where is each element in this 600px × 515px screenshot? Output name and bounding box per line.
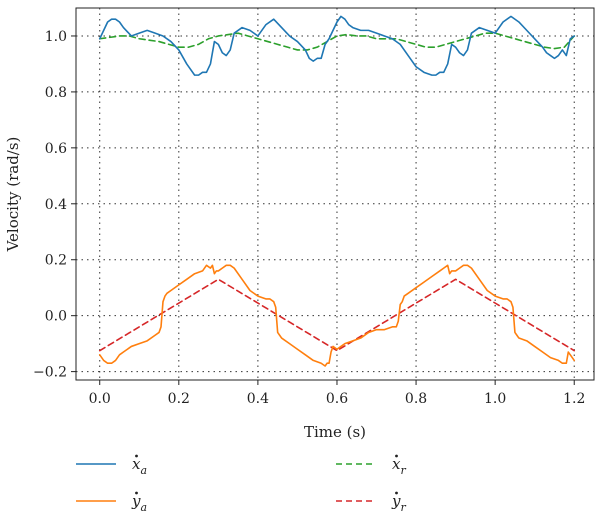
y-tick-label: 1.0	[45, 29, 67, 45]
legend-dot-accent	[135, 454, 138, 458]
series-line-yr	[98, 278, 576, 352]
legend-dot-accent	[395, 454, 398, 458]
legend-label-yr: yr	[391, 492, 406, 514]
axis-ticks: 0.0 0.2 0.4 0.6 0.8 1.0 1.2 −0.2 0.0 0.2 0.4 0.6 0.8…	[33, 29, 585, 407]
legend-subscript: a	[140, 501, 147, 514]
series-line-xa	[98, 15, 576, 76]
x-axis-title: Time (s)	[304, 423, 366, 441]
y-tick-label: 0.2	[45, 253, 67, 269]
legend-subscript: r	[400, 464, 406, 477]
series-line-ya	[98, 264, 576, 367]
plot-frame	[75, 7, 595, 381]
plot-series	[98, 15, 576, 367]
legend-subscript: a	[140, 464, 147, 477]
legend-dot-accent	[135, 491, 138, 495]
y-tick-label: 0.8	[45, 85, 67, 101]
y-tick-label: 0.4	[45, 197, 67, 213]
legend-symbol: x	[132, 455, 141, 473]
x-tick-label: 0.2	[168, 391, 190, 407]
legend-dot-accent	[395, 491, 398, 495]
y-axis-title: Velocity (rad/s)	[4, 137, 22, 253]
grid	[76, 8, 594, 380]
x-tick-label: 0.6	[326, 391, 348, 407]
x-tick-label: 1.0	[484, 391, 506, 407]
x-tick-label: 0.0	[89, 391, 111, 407]
legend-symbol: y	[131, 492, 141, 510]
legend-label-xa: xa	[132, 455, 147, 477]
legend-symbol: x	[392, 455, 401, 473]
legend-label-ya: ya	[131, 492, 147, 514]
y-tick-label: 0.0	[45, 309, 67, 325]
y-tick-label: −0.2	[33, 365, 67, 381]
legend-label-xr: xr	[392, 455, 406, 477]
series-line-xr	[98, 32, 576, 51]
y-tick-label: 0.6	[45, 141, 67, 157]
legend-subscript: r	[400, 501, 406, 514]
x-tick-label: 1.2	[563, 391, 585, 407]
legend-symbol: y	[391, 492, 401, 510]
x-tick-label: 0.8	[405, 391, 427, 407]
x-tick-label: 0.4	[247, 391, 269, 407]
